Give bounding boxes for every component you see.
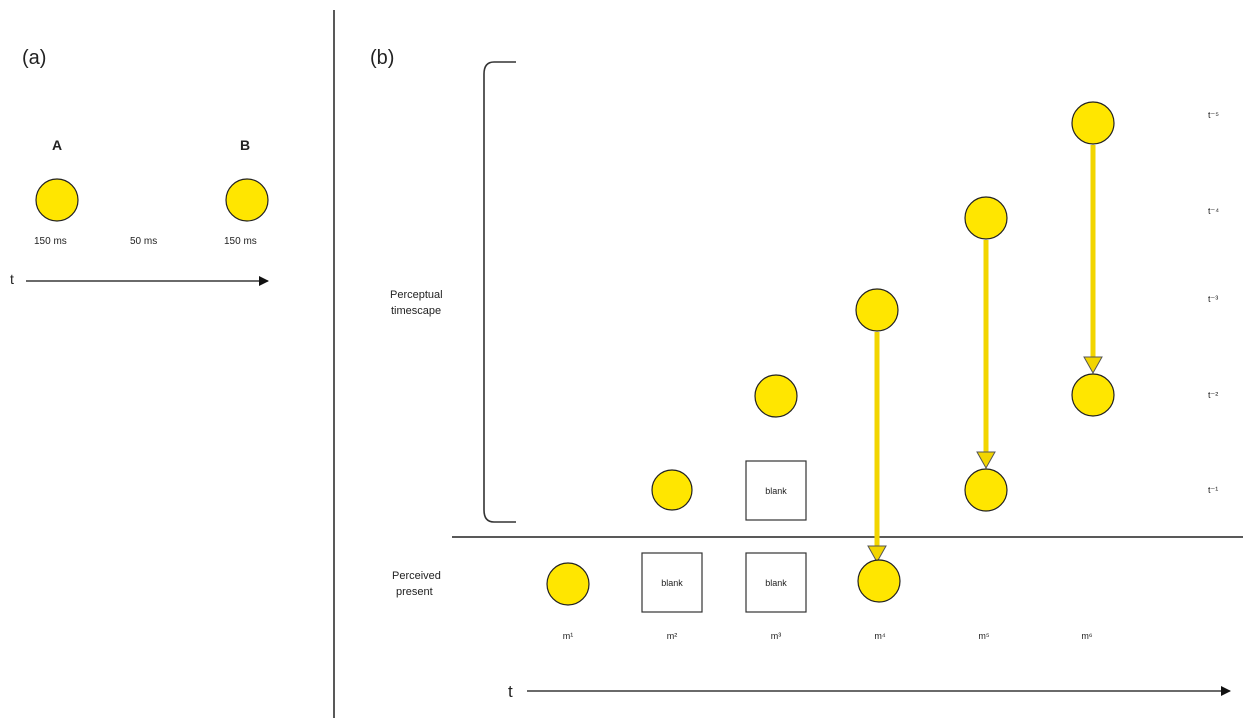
blank-boxes: blank blank blank — [641, 460, 807, 613]
panel-b-time-label: t — [508, 682, 513, 701]
moment-label-m1: m¹ — [563, 631, 574, 641]
stimulus-a-label: A — [52, 137, 62, 153]
present-label-line1: Perceived — [392, 570, 441, 582]
stimulus-a-disc — [35, 178, 79, 222]
stimulus-discs — [546, 101, 1115, 606]
moment-label-m4: m⁴ — [874, 631, 885, 641]
panel-a-time-label: t — [10, 271, 14, 287]
disc-m6-t5 — [1071, 101, 1115, 145]
time-level-t4: t⁻⁴ — [1208, 206, 1219, 216]
timescape-bracket — [483, 61, 516, 523]
disc-m1-present — [546, 562, 590, 606]
timescape-label-line2: timescape — [391, 305, 441, 317]
blank-box-m3-present — [745, 552, 807, 613]
disc-m3-t2 — [754, 374, 798, 418]
duration-b: 150 ms — [224, 236, 257, 247]
blank-box-m2-present — [641, 552, 703, 613]
time-level-t5: t⁻⁵ — [1208, 110, 1219, 120]
duration-a: 150 ms — [34, 236, 67, 247]
stimulus-b-disc — [225, 178, 269, 222]
blank-label-m3-t1: blank — [765, 486, 787, 496]
transfer-arrows — [867, 145, 1103, 564]
time-level-t3: t⁻³ — [1208, 294, 1218, 304]
present-label-line2: present — [396, 586, 433, 598]
panel-a-label: (a) — [22, 47, 46, 69]
disc-m5-t4 — [964, 196, 1008, 240]
arrow-m6-head — [1083, 356, 1103, 375]
timescape-label-line1: Perceptual — [390, 289, 443, 301]
time-level-t1: t⁻¹ — [1208, 485, 1218, 495]
disc-m2-t1 — [651, 469, 693, 511]
panel-b-label: (b) — [370, 47, 394, 69]
disc-m4-t3 — [855, 288, 899, 332]
blank-label-m2-present: blank — [661, 578, 683, 588]
moment-label-m6: m⁶ — [1081, 631, 1092, 641]
stimulus-b-label: B — [240, 137, 250, 153]
moment-label-m5: m⁵ — [978, 631, 989, 641]
moment-label-m2: m² — [667, 631, 678, 641]
time-level-t2: t⁻² — [1208, 390, 1218, 400]
disc-m6-t2 — [1071, 373, 1115, 417]
arrow-m5-head — [976, 451, 996, 470]
disc-m4-present — [857, 559, 901, 603]
blank-label-m3-present: blank — [765, 578, 787, 588]
interval-gap: 50 ms — [130, 236, 157, 247]
arrow-m4-head — [867, 545, 887, 564]
blank-box-m3-t1 — [745, 460, 807, 521]
moment-label-m3: m³ — [771, 631, 782, 641]
disc-m5-t1 — [964, 468, 1008, 512]
